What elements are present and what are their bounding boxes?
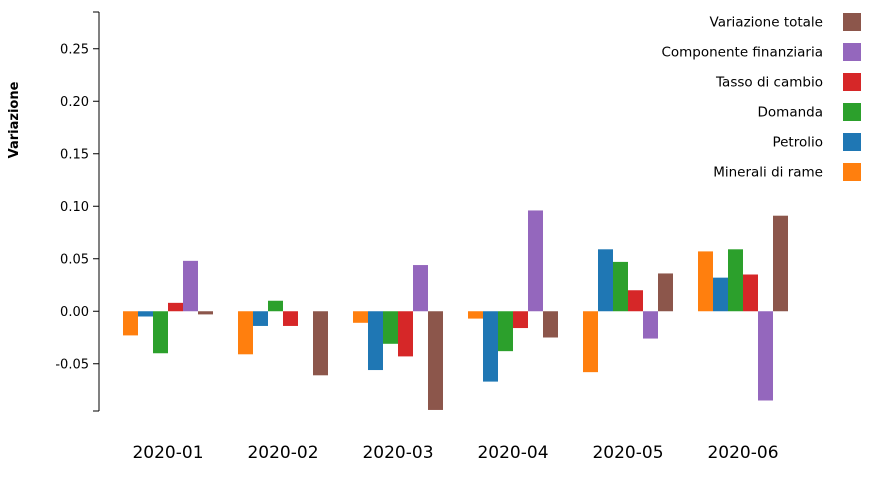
bar	[268, 300, 283, 312]
y-axis: -0.05 0.00 0.05 0.10 0.15 0.20 0.25	[55, 11, 100, 412]
legend-label: Tasso di cambio	[715, 75, 823, 91]
x-tick-label: 2020-03	[362, 443, 433, 463]
x-tick-label: 2020-04	[477, 443, 548, 463]
bar	[383, 311, 398, 344]
bar	[283, 311, 298, 326]
bar	[123, 311, 138, 336]
bar	[368, 311, 383, 371]
bar	[613, 261, 628, 312]
bar	[583, 311, 598, 373]
legend-label: Domanda	[758, 105, 823, 121]
legend-swatch	[843, 133, 861, 151]
bar	[528, 210, 543, 312]
bar	[198, 311, 213, 315]
bar	[543, 311, 558, 338]
bar	[643, 311, 658, 339]
y-axis-label: Variazione	[7, 81, 22, 158]
legend: Variazione totale Componente finanziaria T…	[661, 13, 861, 181]
bar	[743, 274, 758, 312]
bar	[138, 311, 153, 317]
legend-label: Petrolio	[772, 135, 823, 151]
bar	[628, 290, 643, 312]
bar	[658, 273, 673, 312]
legend-label: Variazione totale	[710, 15, 823, 31]
bar	[468, 311, 483, 319]
y-tick-label: 0.15	[60, 147, 89, 162]
legend-label: Componente finanziaria	[661, 45, 823, 61]
bar	[698, 251, 713, 312]
x-tick-label: 2020-02	[247, 443, 318, 463]
legend-swatch	[843, 43, 861, 61]
bar	[598, 249, 613, 312]
y-tick-label: -0.05	[55, 357, 89, 372]
bar	[758, 311, 773, 401]
bar	[483, 311, 498, 382]
y-tick-label: 0.10	[60, 200, 89, 215]
x-tick-label: 2020-05	[592, 443, 663, 463]
legend-swatch	[843, 73, 861, 91]
bar	[238, 311, 253, 355]
bar	[713, 277, 728, 312]
legend-label: Minerali di rame	[713, 165, 823, 181]
bar	[253, 311, 268, 326]
bar	[313, 311, 328, 376]
legend-swatch	[843, 103, 861, 121]
bar	[168, 302, 183, 312]
bar	[153, 311, 168, 354]
bar	[513, 311, 528, 329]
y-tick-label: 0.05	[60, 252, 89, 267]
bar	[428, 311, 443, 410]
bar	[398, 311, 413, 357]
bar	[183, 260, 198, 312]
legend-swatch	[843, 13, 861, 31]
bar	[773, 215, 788, 312]
bar	[728, 249, 743, 312]
bar	[413, 265, 428, 312]
bars	[123, 210, 788, 410]
y-tick-label: 0.00	[60, 305, 89, 320]
x-tick-label: 2020-06	[707, 443, 778, 463]
x-axis-labels: 2020-01 2020-02 2020-03 2020-04 2020-05 2020-…	[132, 443, 778, 463]
x-tick-label: 2020-01	[132, 443, 203, 463]
y-tick-label: 0.25	[60, 42, 89, 57]
legend-swatch	[843, 163, 861, 181]
y-tick-label: 0.20	[60, 95, 89, 110]
bar	[498, 311, 513, 352]
bar	[353, 311, 368, 323]
